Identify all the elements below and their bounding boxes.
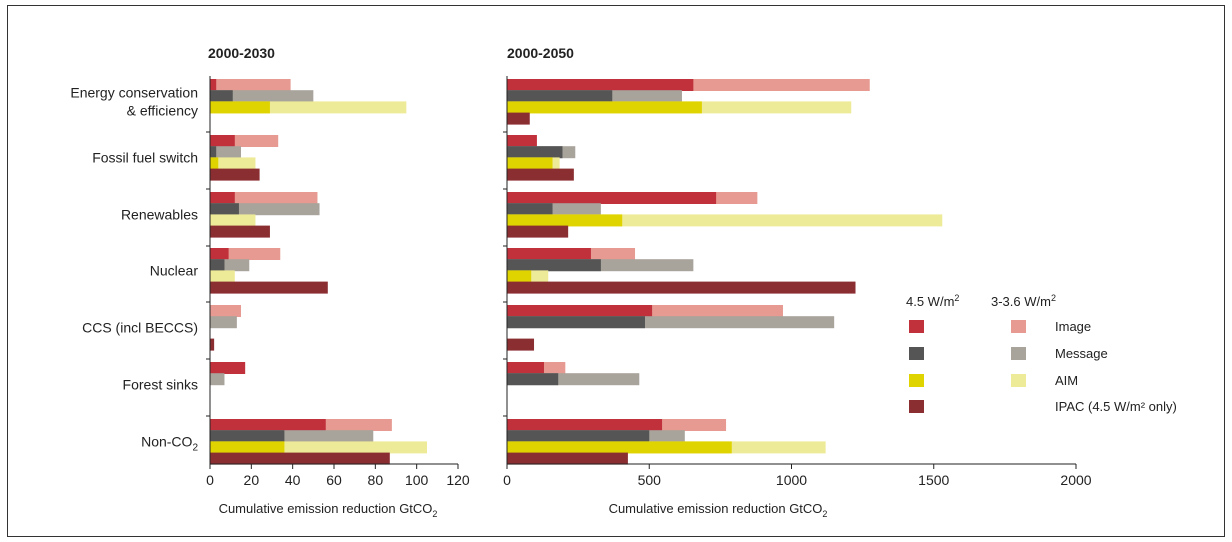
bar-message-4.5 [507, 373, 559, 386]
legend-swatch-3-3.6 [1011, 320, 1026, 333]
x-axis-label: Cumulative emission reduction GtCO2 [219, 501, 438, 519]
x-tick-label: 0 [206, 472, 214, 488]
bar-message-4.5 [210, 259, 225, 272]
bar-image-4.5 [210, 362, 246, 374]
x-tick-label: 40 [285, 472, 301, 488]
category-label: Renewables [121, 206, 198, 222]
bar-image-4.5 [507, 362, 544, 374]
bar-ipac-4.5 [507, 225, 569, 238]
bar-aim-4.5 [210, 101, 270, 114]
bar-aim-3-3.6 [210, 214, 256, 227]
bar-message-4.5 [210, 430, 285, 443]
bar-message-4.5 [507, 430, 650, 443]
bar-ipac-4.5 [210, 338, 215, 351]
bar-ipac-4.5 [210, 168, 260, 181]
legend-label: Message [1055, 346, 1108, 361]
bar-message-4.5 [210, 203, 239, 216]
bar-image-3-3.6 [210, 192, 318, 204]
bar-image-3-3.6 [210, 305, 241, 317]
panel-title: 2000-2030 [208, 45, 275, 61]
bar-image-4.5 [507, 79, 694, 91]
bar-image-4.5 [210, 135, 235, 147]
legend-swatch-4.5 [909, 320, 924, 333]
category-label: Energy conservation [70, 84, 198, 100]
legend: 4.5 W/m2 3-3.6 W/m2 Image Message AIM IPAC (4… [906, 293, 1177, 414]
bar-aim-3-3.6 [210, 157, 256, 170]
bar-ipac-4.5 [507, 281, 856, 294]
bar-image-4.5 [507, 135, 537, 147]
figure-frame: Energy conservation & efficiency Fossil fu… [7, 5, 1225, 537]
bar-image-4.5 [507, 192, 717, 204]
bar-message-4.5 [507, 146, 563, 159]
category-label: Nuclear [150, 262, 199, 278]
category-label: CCS (incl BECCS) [82, 319, 198, 335]
bar-message-4.5 [507, 316, 645, 329]
x-tick-label: 0 [503, 472, 511, 488]
bar-message-3-3.6 [210, 316, 237, 329]
category-label: Fossil fuel switch [92, 149, 198, 165]
panel-title: 2000-2050 [507, 45, 574, 61]
bar-image-4.5 [507, 305, 653, 317]
legend-swatch-4.5 [909, 400, 924, 413]
bar-message-4.5 [210, 146, 217, 159]
x-tick-label: 80 [368, 472, 384, 488]
bar-ipac-4.5 [507, 452, 628, 465]
bar-message-4.5 [507, 90, 613, 103]
legend-label: IPAC (4.5 W/m² only) [1055, 399, 1177, 414]
emission-reduction-chart: Energy conservation & efficiency Fossil fu… [70, 45, 1177, 519]
legend-swatch-3-3.6 [1011, 347, 1026, 360]
bar-ipac-4.5 [507, 338, 535, 351]
bar-aim-3-3.6 [210, 270, 235, 283]
bar-message-3-3.6 [210, 90, 314, 103]
bar-aim-4.5 [507, 101, 702, 114]
category-label: Non-CO2 [141, 433, 198, 453]
x-tick-label: 1000 [776, 472, 807, 488]
bar-image-4.5 [507, 419, 663, 431]
bar-aim-4.5 [507, 214, 623, 227]
legend-label: AIM [1055, 373, 1078, 388]
bar-aim-4.5 [507, 157, 553, 170]
bar-message-4.5 [507, 259, 601, 272]
bar-aim-4.5 [507, 270, 532, 283]
bar-aim-4.5 [507, 441, 732, 454]
legend-swatch-4.5 [909, 347, 924, 360]
bar-aim-4.5 [210, 441, 285, 454]
legend-header-3-3.6: 3-3.6 W/m2 [991, 293, 1056, 309]
x-tick-label: 2000 [1060, 472, 1091, 488]
bar-image-4.5 [210, 248, 229, 260]
bar-ipac-4.5 [210, 281, 328, 294]
x-tick-label: 20 [244, 472, 260, 488]
x-tick-label: 120 [446, 472, 470, 488]
bar-message-4.5 [507, 203, 553, 216]
bar-message-4.5 [210, 90, 233, 103]
bar-message-3-3.6 [210, 373, 225, 386]
bar-image-4.5 [210, 79, 217, 91]
category-labels: Energy conservation & efficiency Fossil fu… [70, 84, 198, 453]
bar-image-3-3.6 [210, 79, 291, 91]
panel-2000-2030: 2000-2030 0 20 40 60 80 100 120 Cumulative emiss… [206, 45, 470, 519]
category-label: Forest sinks [123, 376, 198, 392]
bar-message-3-3.6 [210, 146, 241, 159]
legend-header-4.5: 4.5 W/m2 [906, 293, 959, 309]
legend-swatch-4.5 [909, 374, 924, 387]
bar-image-4.5 [210, 419, 326, 431]
legend-swatch-3-3.6 [1011, 374, 1026, 387]
bar-aim-4.5 [210, 157, 219, 170]
bar-ipac-4.5 [210, 452, 390, 465]
bar-ipac-4.5 [507, 112, 530, 125]
bar-ipac-4.5 [210, 225, 270, 238]
x-axis-label: Cumulative emission reduction GtCO2 [609, 501, 828, 519]
category-label: & efficiency [127, 102, 198, 118]
x-tick-label: 100 [405, 472, 429, 488]
x-tick-label: 1500 [918, 472, 949, 488]
x-tick-label: 500 [638, 472, 662, 488]
legend-label: Image [1055, 319, 1091, 334]
bar-image-4.5 [210, 192, 235, 204]
bar-ipac-4.5 [507, 168, 574, 181]
x-tick-label: 60 [326, 472, 342, 488]
bar-image-4.5 [507, 248, 591, 260]
panel-2000-2050: 2000-2050 0 500 1000 1500 2000 Cumulative emis… [503, 45, 1092, 519]
